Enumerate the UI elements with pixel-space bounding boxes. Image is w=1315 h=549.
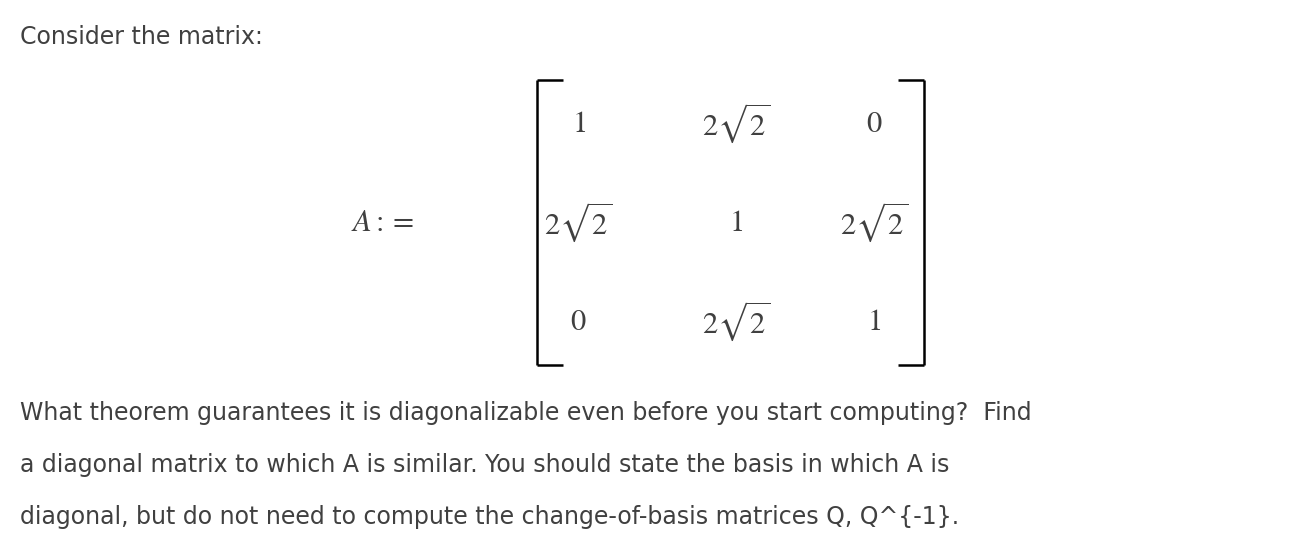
Text: $2\sqrt{2}$: $2\sqrt{2}$: [702, 102, 771, 145]
Text: $1$: $1$: [730, 208, 743, 237]
Text: a diagonal matrix to which A is similar. You should state the basis in which A i: a diagonal matrix to which A is similar.…: [20, 453, 949, 477]
Text: $0$: $0$: [571, 307, 586, 335]
Text: $1$: $1$: [868, 307, 881, 335]
Text: $1$: $1$: [572, 109, 585, 138]
Text: $2\sqrt{2}$: $2\sqrt{2}$: [702, 299, 771, 343]
Text: $2\sqrt{2}$: $2\sqrt{2}$: [544, 200, 613, 244]
Text: What theorem guarantees it is diagonalizable even before you start computing?  F: What theorem guarantees it is diagonaliz…: [20, 401, 1031, 425]
Text: diagonal, but do not need to compute the change-of-basis matrices Q, Q^{-1}.: diagonal, but do not need to compute the…: [20, 505, 959, 529]
Text: $0$: $0$: [867, 109, 882, 138]
Text: Consider the matrix:: Consider the matrix:: [20, 25, 263, 49]
Text: $2\sqrt{2}$: $2\sqrt{2}$: [840, 200, 909, 244]
Text: $A :=$: $A :=$: [351, 208, 414, 237]
